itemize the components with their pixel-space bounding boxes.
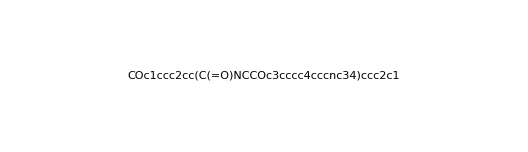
- Text: COc1ccc2cc(C(=O)NCCOc3cccc4cccnc34)ccc2c1: COc1ccc2cc(C(=O)NCCOc3cccc4cccnc34)ccc2c…: [128, 71, 400, 81]
